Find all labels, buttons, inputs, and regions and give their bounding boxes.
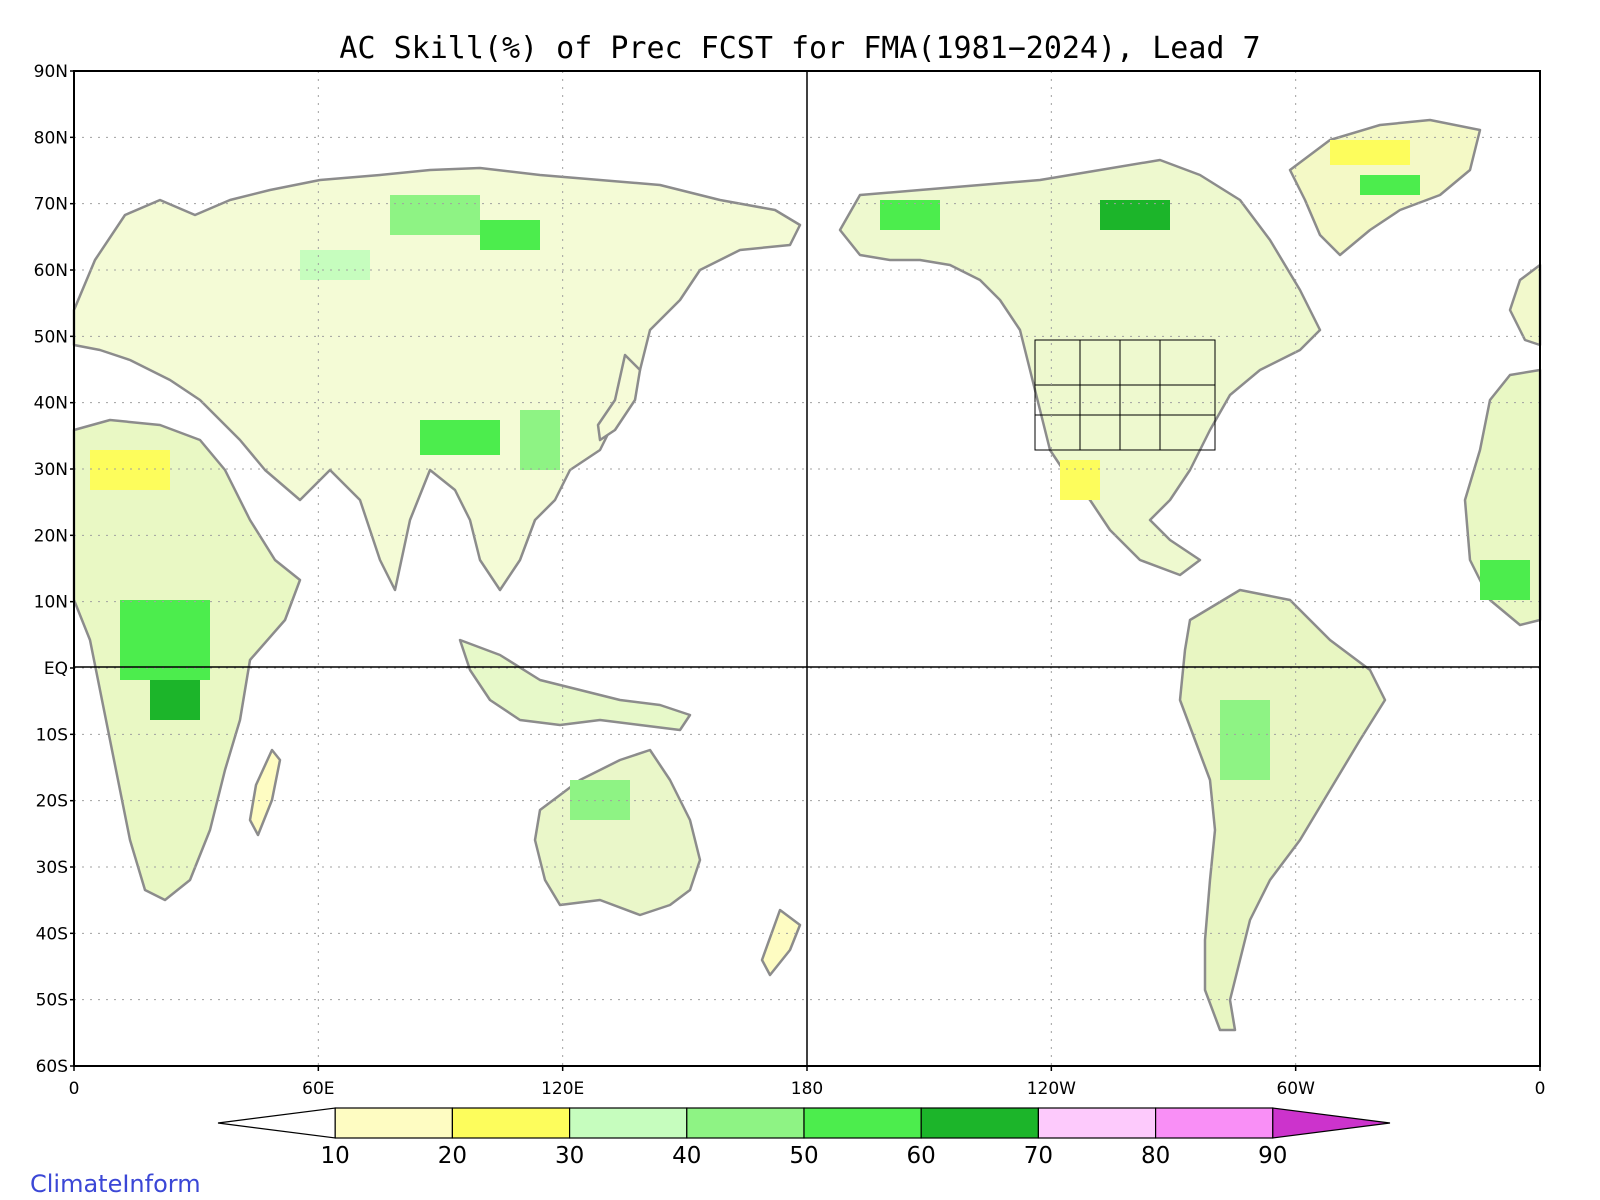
colorbar-box xyxy=(686,1107,805,1139)
lat-tick-label: 20S xyxy=(36,792,68,812)
skill-patch xyxy=(90,450,170,490)
colorbar-left-arrow xyxy=(217,1107,336,1139)
colorbar-label: 60 xyxy=(907,1143,936,1169)
lat-tick-label: EQ xyxy=(44,659,68,679)
colorbar-label: 10 xyxy=(321,1143,350,1169)
lat-tick-label: 10N xyxy=(34,593,68,613)
us-state-lines xyxy=(1034,339,1216,451)
lon-tick-label: 120E xyxy=(541,1079,584,1099)
skill-patch xyxy=(150,680,200,720)
skill-patch xyxy=(390,195,480,235)
colorbar-label: 20 xyxy=(438,1143,467,1169)
skill-patch xyxy=(570,780,630,820)
skill-patch xyxy=(880,200,940,230)
skill-shading xyxy=(90,140,1530,820)
colorbar-box xyxy=(803,1107,922,1139)
colorbar-box xyxy=(1037,1107,1157,1139)
colorbar-box xyxy=(568,1107,688,1139)
skill-patch xyxy=(300,250,370,280)
eurasia-landmass xyxy=(72,166,802,592)
lon-tick-label: 60W xyxy=(1276,1079,1315,1099)
lat-tick-label: 50S xyxy=(36,991,68,1011)
lon-tick-label: 0 xyxy=(1535,1079,1546,1099)
skill-patch xyxy=(1480,560,1530,600)
lat-tick-label: 30N xyxy=(34,460,68,480)
new-zealand xyxy=(760,908,802,977)
colorbar-label: 80 xyxy=(1141,1143,1170,1169)
colorbar: 10 20 30 40 50 60 70 80 90 xyxy=(217,1107,1391,1169)
lon-tick-label: 180 xyxy=(791,1079,823,1099)
colorbar-box xyxy=(920,1107,1040,1139)
colorbar-box xyxy=(334,1107,454,1139)
colorbar-label: 70 xyxy=(1024,1143,1053,1169)
colorbar-right-arrow xyxy=(1272,1107,1391,1139)
lat-tick-label: 60N xyxy=(34,261,68,281)
lat-tick-label: 30S xyxy=(36,858,68,878)
lat-tick-label: 40S xyxy=(36,924,68,944)
lat-tick-label: 10S xyxy=(36,725,68,745)
us-outline xyxy=(1034,339,1216,451)
skill-patch xyxy=(480,220,540,250)
credit-text: ClimateInform xyxy=(30,1170,201,1198)
skill-patch xyxy=(1060,460,1100,500)
lon-tick-label: 120W xyxy=(1027,1079,1076,1099)
maritime-continent xyxy=(458,638,692,732)
lat-tick-label: 70N xyxy=(34,195,68,215)
lat-tick-label: 50N xyxy=(34,327,68,347)
skill-patch xyxy=(120,600,210,680)
skill-patch xyxy=(520,410,560,470)
lat-tick-label: 20N xyxy=(34,526,68,546)
colorbar-label: 40 xyxy=(672,1143,701,1169)
latitude-axis: 90N 80N 70N 60N 50N 40N 30N 20N 10N EQ 10S 20S 30S 40… xyxy=(34,62,74,1077)
lat-tick-label: 40N xyxy=(34,394,68,414)
lon-tick-label: 0 xyxy=(69,1079,80,1099)
colorbar-label: 90 xyxy=(1258,1143,1287,1169)
lat-tick-label: 80N xyxy=(34,128,68,148)
longitude-axis: 0 60E 120E 180 120W 60W 0 xyxy=(69,1066,1546,1099)
map-panel xyxy=(72,70,1542,1067)
colorbar-box xyxy=(451,1107,571,1139)
skill-patch xyxy=(420,420,500,455)
colorbar-box xyxy=(1154,1107,1274,1139)
lon-tick-label: 60E xyxy=(302,1079,334,1099)
skill-patch xyxy=(1100,200,1170,230)
madagascar xyxy=(248,748,282,837)
map-title: AC Skill(%) of Prec FCST for FMA(1981−20… xyxy=(339,31,1260,66)
lat-tick-label: 90N xyxy=(34,62,68,82)
lat-tick-label: 60S xyxy=(36,1057,68,1077)
colorbar-label: 30 xyxy=(555,1143,584,1169)
colorbar-label: 50 xyxy=(789,1143,818,1169)
skill-patch xyxy=(1360,175,1420,195)
skill-patch xyxy=(1220,700,1270,780)
skill-patch xyxy=(1330,140,1410,165)
japan xyxy=(596,353,642,442)
